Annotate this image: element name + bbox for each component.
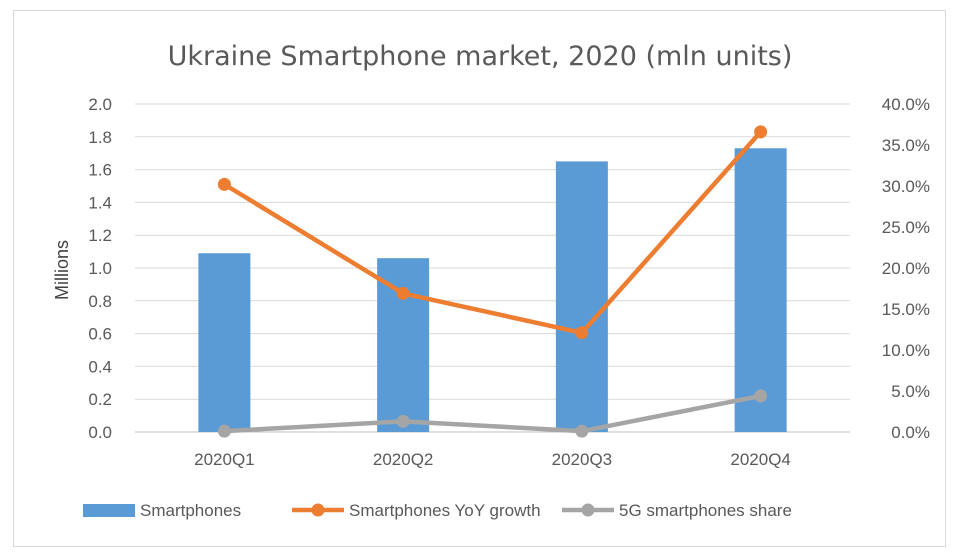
series-point [396, 414, 410, 428]
y-tick-label: 1.0 [88, 259, 112, 278]
y2-tick-label: 30.0% [882, 177, 930, 196]
legend-label: Smartphones [140, 501, 241, 520]
y2-tick-label: 25.0% [882, 218, 930, 237]
series-point [754, 389, 768, 403]
y-tick-label: 2.0 [88, 95, 112, 114]
y2-tick-label: 20.0% [882, 259, 930, 278]
y-tick-label: 1.2 [88, 226, 112, 245]
line-series [217, 125, 768, 438]
bar [734, 148, 787, 432]
y2-tick-label: 10.0% [882, 341, 930, 360]
y2-tick-label: 5.0% [891, 382, 930, 401]
y-tick-label: 1.6 [88, 161, 112, 180]
y-tick-label: 0.0 [88, 423, 112, 442]
legend-swatch [83, 504, 135, 517]
y2-tick-label: 0.0% [891, 423, 930, 442]
gridlines [135, 103, 850, 433]
x-tick-label: 2020Q4 [730, 450, 791, 469]
y2-tick-label: 15.0% [882, 300, 930, 319]
series-point [575, 424, 589, 438]
x-tick-label: 2020Q1 [194, 450, 255, 469]
y-tick-label: 1.4 [88, 193, 112, 212]
legend: Smartphones Smartphones YoY growth 5G smar… [83, 501, 792, 520]
chart-frame [13, 10, 946, 547]
y-axis-label: Millions [52, 240, 72, 300]
legend-marker [311, 503, 325, 517]
bar [555, 161, 608, 432]
legend-label: 5G smartphones share [619, 501, 792, 520]
y-tick-label: 0.4 [88, 357, 112, 376]
y-tick-label: 0.2 [88, 390, 112, 409]
series-point [575, 326, 589, 340]
series-point [754, 125, 768, 139]
y-tick-label: 0.6 [88, 325, 112, 344]
x-axis: 2020Q1 2020Q2 2020Q3 2020Q4 [194, 450, 791, 469]
y-axis-right: 0.0% 5.0% 10.0% 15.0% 20.0% 25.0% 30.0% 35.0% 40… [882, 95, 930, 442]
bar-series [198, 148, 787, 432]
series-point [217, 177, 231, 191]
y-axis-left: 0.0 0.2 0.4 0.6 0.8 1.0 1.2 1.4 1.6 1.8 2.0 [88, 95, 112, 442]
y-tick-label: 0.8 [88, 292, 112, 311]
x-tick-label: 2020Q3 [552, 450, 613, 469]
bar [198, 253, 251, 432]
series-line [222, 393, 763, 434]
chart-title: Ukraine Smartphone market, 2020 (mln uni… [168, 41, 793, 72]
series-line [222, 129, 763, 336]
series-point [396, 286, 410, 300]
y2-tick-label: 35.0% [882, 136, 930, 155]
series-point [217, 424, 231, 438]
y2-tick-label: 40.0% [882, 95, 930, 114]
x-tick-label: 2020Q2 [373, 450, 434, 469]
y-tick-label: 1.8 [88, 128, 112, 147]
legend-label: Smartphones YoY growth [349, 501, 541, 520]
legend-marker [581, 503, 595, 517]
